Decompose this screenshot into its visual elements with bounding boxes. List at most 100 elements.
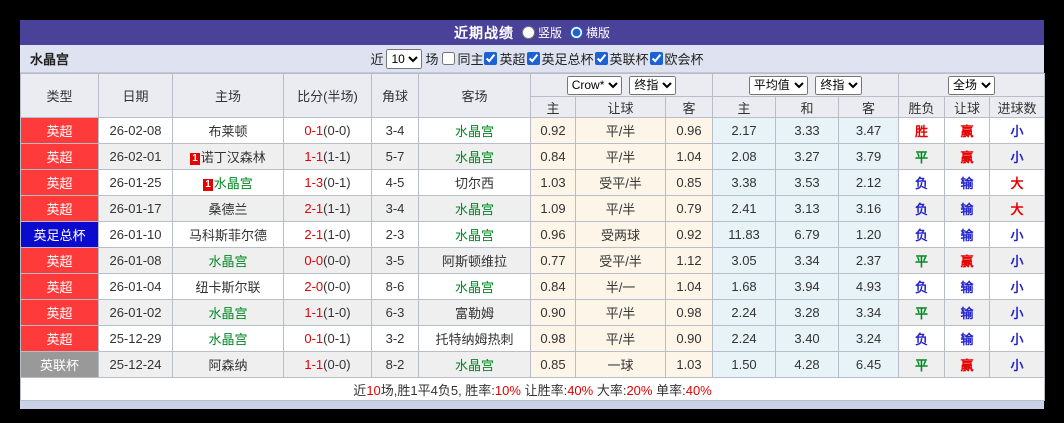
corners-cell: 3-5 [371,247,419,274]
team-name-text: 水晶宫 [208,306,248,321]
checkbox-icon[interactable] [594,52,608,65]
outcome-cell: 平 [898,351,946,378]
checkbox-label: 欧会杯 [664,52,704,67]
fulltime-score: 1-1 [304,357,324,372]
match-date: 26-01-10 [98,221,173,248]
fulltime-score: 0-1 [304,123,324,138]
filter-checkbox-英联杯[interactable]: 英联杯 [594,49,649,68]
sub-header-outcome: 胜负 [898,96,946,118]
eu-away-odds: 3.34 [838,299,900,326]
ah-line: 受平/半 [575,247,666,274]
layout-radio-horizontal[interactable]: 横版 [570,24,610,41]
away-team: 切尔西 [418,169,531,196]
ah-away-odds: 0.79 [664,195,714,222]
score-cell: 1-3(0-1) [283,169,372,196]
layout-radio-vertical[interactable]: 竖版 [521,24,562,41]
team-name-text: 托特纳姆热刺 [435,332,514,347]
sub-header-eu-draw: 和 [775,96,840,118]
checkbox-label: 同主 [457,52,484,67]
euro-time-select[interactable]: 终指 [815,75,863,95]
euro-company-select[interactable]: 平均值 [748,75,808,95]
match-count-select[interactable]: 10 [386,48,423,69]
filter-checkbox-同主[interactable]: 同主 [441,49,483,68]
vertical-radio-icon[interactable] [521,26,535,39]
team-name-text: 水晶宫 [454,124,494,139]
fulltime-score: 1-1 [304,305,324,320]
match-date: 26-01-08 [98,247,173,274]
eu-draw-odds: 3.13 [775,195,840,222]
league-badge: 英超 [20,273,99,300]
result-scope-group-header: 全场 [898,73,1046,97]
score-cell: 2-1(1-1) [283,195,372,222]
table-row: 英超 26-01-08 水晶宫 0-0(0-0) 3-5 阿斯顿维拉 0.77 … [20,247,1046,274]
fulltime-score: 0-1 [304,331,324,346]
sub-header-ah-home: 主 [530,96,576,118]
score-cell: 1-1(1-1) [283,143,372,170]
checkbox-icon[interactable] [649,52,663,65]
table-row: 英超 26-02-01 1 诺丁汉森林 1-1(1-1) 5-7 水晶宫 0.84… [20,143,1046,170]
eu-draw-odds: 3.40 [775,325,840,352]
fulltime-score: 2-0 [304,279,324,294]
home-team: 1 诺丁汉森林 [172,143,284,170]
asia-company-select[interactable]: Crow* [566,75,622,95]
match-date: 25-12-24 [98,351,173,378]
scope-select[interactable]: 全场 [948,75,996,95]
asia-time-select[interactable]: 终指 [629,75,677,95]
eu-away-odds: 4.93 [838,273,900,300]
sub-header-ah-line: 让球 [575,96,666,118]
outcome-cell: 负 [898,273,946,300]
checkbox-icon[interactable] [526,52,540,65]
handicap-result-cell: 赢 [944,247,991,274]
away-team: 水晶宫 [418,195,531,222]
table-row: 英超 26-01-02 水晶宫 1-1(1-0) 6-3 富勒姆 0.90 平/… [20,299,1046,326]
halftime-score: (1-1) [323,201,351,216]
ah-line: 平/半 [575,325,666,352]
filter-checkbox-英超[interactable]: 英超 [483,49,526,68]
checkbox-label: 英联杯 [609,52,649,67]
corners-cell: 8-6 [371,273,419,300]
halftime-score: (1-0) [323,227,351,242]
ah-away-odds: 1.04 [664,143,714,170]
score-cell: 0-0(0-0) [283,247,372,274]
checkbox-icon[interactable] [442,52,456,65]
fulltime-score: 2-1 [304,201,324,216]
team-name-text: 水晶宫 [208,254,248,269]
eu-away-odds: 3.79 [838,143,900,170]
corners-cell: 4-5 [371,169,419,196]
col-header-score: 比分(半场) [283,73,372,118]
fulltime-score: 0-0 [304,253,324,268]
away-team: 富勒姆 [418,299,531,326]
match-date: 26-01-02 [98,299,173,326]
rank-badge: 1 [190,153,200,165]
goals-result-cell: 大 [989,169,1046,196]
ah-home-odds: 0.96 [530,221,576,248]
eu-home-odds: 1.68 [712,273,777,300]
ah-line: 平/半 [575,143,666,170]
team-name-text: 阿斯顿维拉 [441,254,507,269]
eu-draw-odds: 3.27 [775,143,840,170]
ah-away-odds: 1.04 [664,273,714,300]
home-team: 布莱顿 [172,117,284,144]
match-date: 26-02-08 [98,117,173,144]
filter-checkbox-欧会杯[interactable]: 欧会杯 [649,49,704,68]
horizontal-radio-icon[interactable] [570,26,583,39]
ah-line: 平/半 [575,117,666,144]
asian-odds-group-header: Crow* 终指 [529,73,714,97]
filter-checkbox-英足总杯[interactable]: 英足总杯 [526,49,594,68]
halftime-score: (0-0) [323,279,351,294]
ah-home-odds: 1.03 [530,169,576,196]
ah-away-odds: 0.98 [664,299,714,326]
eu-home-odds: 1.50 [712,351,777,378]
checkbox-icon[interactable] [484,52,498,65]
corners-cell: 3-4 [371,195,419,222]
home-team: 马科斯菲尔德 [172,221,284,248]
filter-controls: 近 10 场 同主 英超 英足总杯 英联杯 欧会杯 [210,48,864,69]
match-date: 25-12-29 [98,325,173,352]
summary-segment: 10 [366,382,381,398]
handicap-result-cell: 输 [944,273,991,300]
eu-away-odds: 6.45 [838,351,900,378]
away-team: 水晶宫 [418,221,531,248]
handicap-result-cell: 输 [944,325,991,352]
ah-home-odds: 0.92 [530,117,576,144]
eu-home-odds: 2.24 [712,325,777,352]
